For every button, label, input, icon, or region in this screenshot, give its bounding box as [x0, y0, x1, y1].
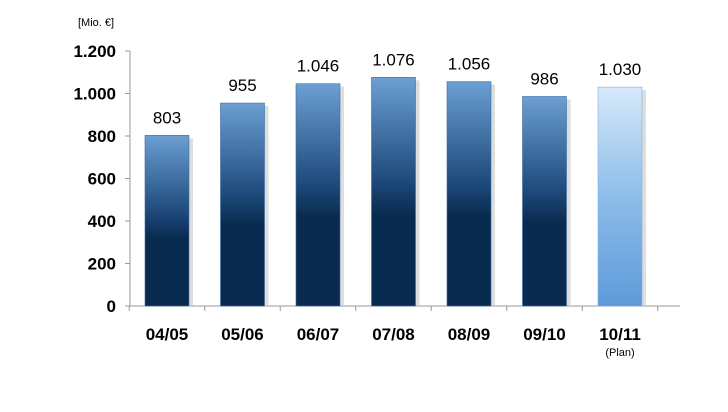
y-tick-label: 0: [107, 297, 116, 316]
x-tick-sublabel: (Plan): [605, 347, 634, 359]
data-label: 1.046: [297, 57, 340, 76]
x-tick-label: 08/09: [448, 325, 491, 344]
bar-series: [144, 77, 646, 307]
bar: [371, 77, 416, 307]
x-tick-label: 06/07: [297, 325, 340, 344]
chart-axes: 0 200 400 600 800 1.000 1.200: [73, 42, 680, 316]
chart-labels: 803 04/05 955 05/06 1.046 06/07 1.076 07/08 1.05…: [146, 50, 642, 359]
unit-label: [Mio. €]: [78, 17, 114, 29]
bar-plan: [597, 86, 643, 307]
bar: [220, 102, 265, 307]
data-label: 1.056: [448, 55, 491, 74]
data-label: 1.076: [372, 50, 415, 69]
x-tick-label: 07/08: [372, 325, 415, 344]
x-tick-label: 10/11: [599, 325, 641, 344]
data-label: 986: [530, 69, 558, 88]
bar: [144, 135, 190, 307]
y-tick-label: 600: [88, 170, 116, 189]
y-tick-label: 1.200: [73, 42, 116, 61]
data-label: 955: [228, 76, 256, 95]
bar: [446, 81, 492, 307]
data-label: 803: [153, 108, 181, 127]
y-tick-label: 200: [88, 255, 116, 274]
x-tick-label: 09/10: [523, 325, 566, 344]
x-tick-label: 05/06: [221, 325, 264, 344]
x-tick-label: 04/05: [146, 325, 189, 344]
data-label: 1.030: [599, 60, 642, 79]
y-tick-label: 400: [88, 212, 116, 231]
y-tick-label: 800: [88, 127, 116, 146]
y-tick-label: 1.000: [73, 85, 116, 104]
bar: [522, 96, 567, 307]
bar: [295, 83, 341, 307]
